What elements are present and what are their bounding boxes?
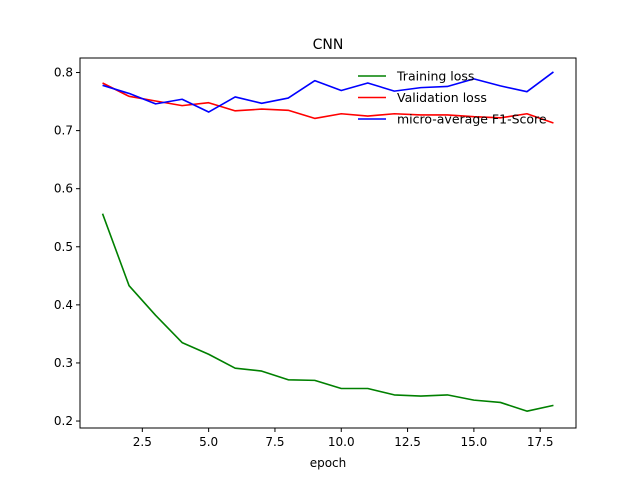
x-tick-label: 7.5 [265,435,284,449]
x-axis-label: epoch [310,456,347,470]
legend: Training loss Validation loss micro-averag… [358,69,547,127]
y-tick-label: 0.5 [54,240,73,254]
y-tick-label: 0.7 [54,124,73,138]
series-line-3 [102,71,554,113]
y-tick-label: 0.2 [54,414,73,428]
legend-label-2: Validation loss [397,90,487,105]
x-tick-label: 15.0 [461,435,488,449]
x-tick-label: 17.5 [527,435,554,449]
series-line-2 [102,82,554,124]
y-tick-label: 0.6 [54,182,73,196]
x-tick-label: 2.5 [133,435,152,449]
y-tick-label: 0.8 [54,66,73,80]
legend-label-1: Training loss [396,69,474,84]
x-tick-label: 10.0 [328,435,355,449]
x-tick-label: 12.5 [394,435,421,449]
y-tick-label: 0.3 [54,356,73,370]
plot-lines [101,71,554,412]
x-axis: 2.5 5.0 7.5 10.0 12.5 15.0 17.5 [133,428,554,449]
x-tick-label: 5.0 [199,435,218,449]
series-line-1 [101,213,554,412]
legend-label-3: micro-average F1-Score [397,112,547,127]
y-tick-label: 0.4 [54,298,73,312]
chart-title: CNN [313,37,344,53]
plot-frame [79,57,577,429]
y-axis: 0.2 0.3 0.4 0.5 0.6 0.7 0.8 [54,66,80,428]
